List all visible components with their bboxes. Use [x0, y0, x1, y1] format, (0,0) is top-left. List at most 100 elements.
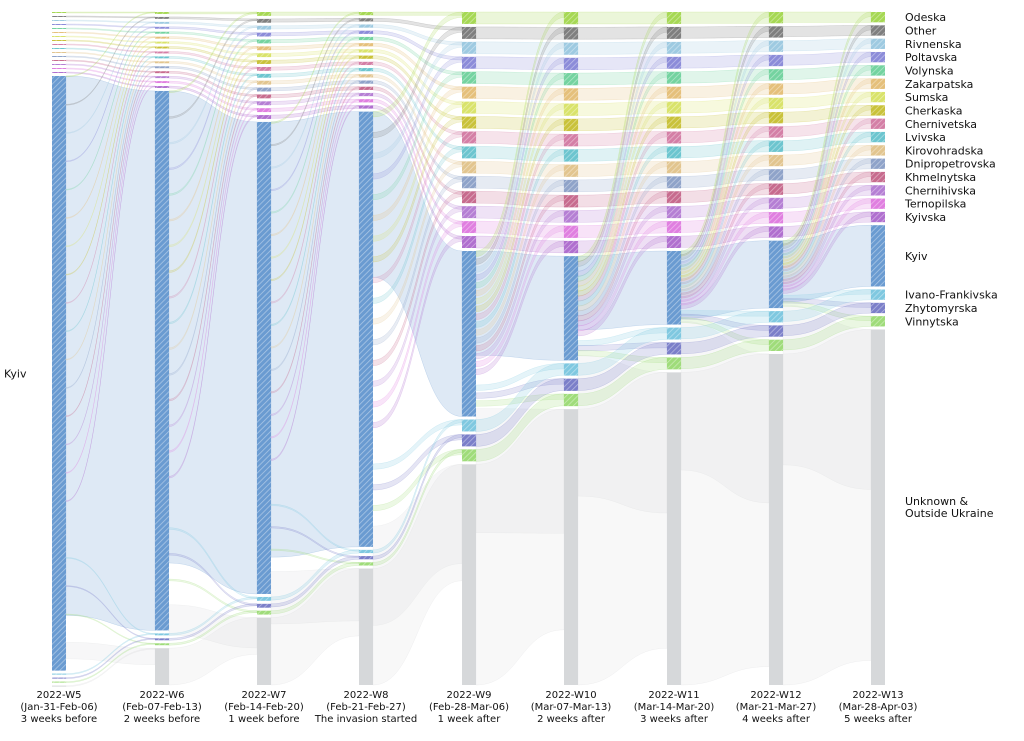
node-hatch-kyivska-w5	[462, 236, 476, 248]
region-label-ivanofrankivska: Ivano-Frankivska	[905, 289, 998, 302]
node-hatch-rivnenska-w9	[871, 38, 885, 49]
node-hatch-dnipropetrovska-w3	[257, 87, 271, 92]
node-hatch-zakarpatska-w7	[667, 86, 681, 99]
node-hatch-chernivetska-w7	[667, 131, 681, 144]
node-hatch-ivanofrankivska-w5	[462, 419, 476, 432]
week-label-range-w9: (Mar-28-Apr-03)	[839, 702, 918, 713]
node-hatch-odeska-w6	[564, 12, 578, 25]
node-hatch-khmelnytska-w6	[564, 195, 578, 208]
node-hatch-kyiv-w6	[564, 256, 578, 361]
node-hatch-zakarpatska-w8	[769, 83, 783, 95]
node-hatch-dnipropetrovska-w8	[769, 169, 783, 181]
node-hatch-kyiv-w1	[52, 76, 66, 671]
flow-dnipropetrovska-w3	[270, 80, 360, 92]
node-unknown-w5	[462, 464, 476, 685]
region-label-cherkaska: Cherkaska	[905, 104, 963, 117]
node-hatch-chernihivska-w9	[871, 185, 885, 196]
node-hatch-volynska-w6	[564, 73, 578, 86]
node-hatch-kirovohradska-w2	[155, 61, 169, 64]
node-hatch-dnipropetrovska-w4	[359, 80, 373, 84]
node-hatch-lvivska-w8	[769, 140, 783, 152]
node-hatch-zhytomyrska-w5	[462, 434, 476, 447]
node-hatch-lvivska-w3	[257, 73, 271, 78]
node-hatch-zhytomyrska-w6	[564, 378, 578, 391]
node-hatch-vinnytska-w9	[871, 316, 885, 327]
node-hatch-odeska-w2	[155, 12, 169, 14]
flow-lvivska-w6	[577, 146, 668, 162]
node-hatch-ivanofrankivska-w9	[871, 289, 885, 300]
node-hatch-volynska-w7	[667, 71, 681, 84]
week-label-note-w9: 5 weeks after	[844, 714, 913, 725]
flow-poltavska-w3	[270, 30, 360, 37]
node-hatch-ternopilska-w9	[871, 198, 885, 209]
node-hatch-kirovohradska-w7	[667, 161, 681, 174]
flow-kyiv-w1	[65, 75, 156, 631]
flow-sumska-w7	[680, 97, 770, 114]
region-label-dnipropetrovska: Dnipropetrovska	[905, 158, 996, 171]
node-hatch-poltavska-w6	[564, 57, 578, 71]
node-hatch-sumska-w7	[667, 101, 681, 114]
flow-odeska-w3	[270, 11, 360, 16]
node-hatch-ivanofrankivska-w7	[667, 327, 681, 340]
region-label-khmelnytska: Khmelnytska	[905, 171, 976, 184]
node-hatch-odeska-w5	[462, 12, 476, 24]
node-hatch-other-w8	[769, 26, 783, 38]
node-hatch-cherkaska-w8	[769, 112, 783, 124]
node-hatch-ivanofrankivska-w3	[257, 596, 271, 601]
node-hatch-zakarpatska-w2	[155, 36, 169, 39]
node-hatch-zakarpatska-w1	[52, 32, 66, 33]
node-hatch-kyivska-w9	[871, 211, 885, 223]
week-label-note-w8: 4 weeks after	[742, 714, 811, 725]
node-hatch-ivanofrankivska-w4	[359, 549, 373, 554]
week-label-range-w7: (Mar-14-Mar-20)	[634, 702, 715, 713]
node-hatch-other-w6	[564, 27, 578, 40]
week-label-note-w4: The invasion started	[314, 714, 417, 725]
node-hatch-volynska-w8	[769, 69, 783, 81]
node-hatch-dnipropetrovska-w6	[564, 179, 578, 193]
node-hatch-volynska-w2	[155, 31, 169, 34]
node-unknown-w8	[769, 353, 783, 685]
node-hatch-other-w4	[359, 18, 373, 22]
node-hatch-khmelnytska-w8	[769, 183, 783, 195]
node-hatch-kyiv-w5	[462, 250, 476, 417]
week-label-id-w6: 2022-W10	[545, 690, 596, 701]
week-label-range-w8: (Mar-21-Mar-27)	[736, 702, 817, 713]
node-hatch-kyiv-w8	[769, 240, 783, 309]
node-hatch-poltavska-w8	[769, 54, 783, 67]
node-hatch-odeska-w4	[359, 12, 373, 16]
week-label-note-w2: 2 weeks before	[124, 714, 200, 725]
week-label-id-w5: 2022-W9	[447, 690, 492, 701]
flow-other-w1	[65, 15, 156, 19]
node-unknown-w3	[257, 617, 271, 685]
node-hatch-rivnenska-w3	[257, 25, 271, 30]
week-label-range-w3: (Feb-14-Feb-20)	[224, 702, 304, 713]
node-hatch-kyivska-w6	[564, 240, 578, 254]
node-hatch-ivanofrankivska-w1	[52, 673, 66, 675]
node-hatch-sumska-w3	[257, 53, 271, 58]
node-hatch-poltavska-w5	[462, 56, 476, 69]
node-hatch-zhytomyrska-w4	[359, 556, 373, 560]
node-hatch-other-w5	[462, 26, 476, 39]
flow-kyiv-w7	[680, 240, 770, 319]
node-hatch-lvivska-w4	[359, 68, 373, 72]
node-hatch-zhytomyrska-w3	[257, 603, 271, 608]
region-label-zakarpatska: Zakarpatska	[905, 78, 973, 91]
node-hatch-khmelnytska-w3	[257, 94, 271, 99]
node-hatch-cherkaska-w9	[871, 105, 885, 116]
flow-cherkaska-w8	[782, 105, 872, 123]
node-hatch-vinnytska-w4	[359, 562, 373, 566]
node-hatch-kirovohradska-w4	[359, 74, 373, 78]
node-hatch-chernivetska-w3	[257, 66, 271, 71]
node-hatch-chernihivska-w8	[769, 197, 783, 210]
flow-odeska-w6	[577, 11, 668, 25]
flow-poltavska-w6	[577, 56, 668, 70]
node-hatch-chernivetska-w6	[564, 134, 578, 147]
node-hatch-kyiv-w2	[155, 90, 169, 631]
node-hatch-rivnenska-w4	[359, 24, 373, 28]
node-hatch-chernivetska-w2	[155, 51, 169, 54]
node-hatch-dnipropetrovska-w7	[667, 176, 681, 189]
week-label-id-w8: 2022-W12	[750, 690, 801, 701]
flow-zhytomyrska-w6	[577, 342, 668, 391]
node-hatch-kyivska-w3	[257, 115, 271, 119]
